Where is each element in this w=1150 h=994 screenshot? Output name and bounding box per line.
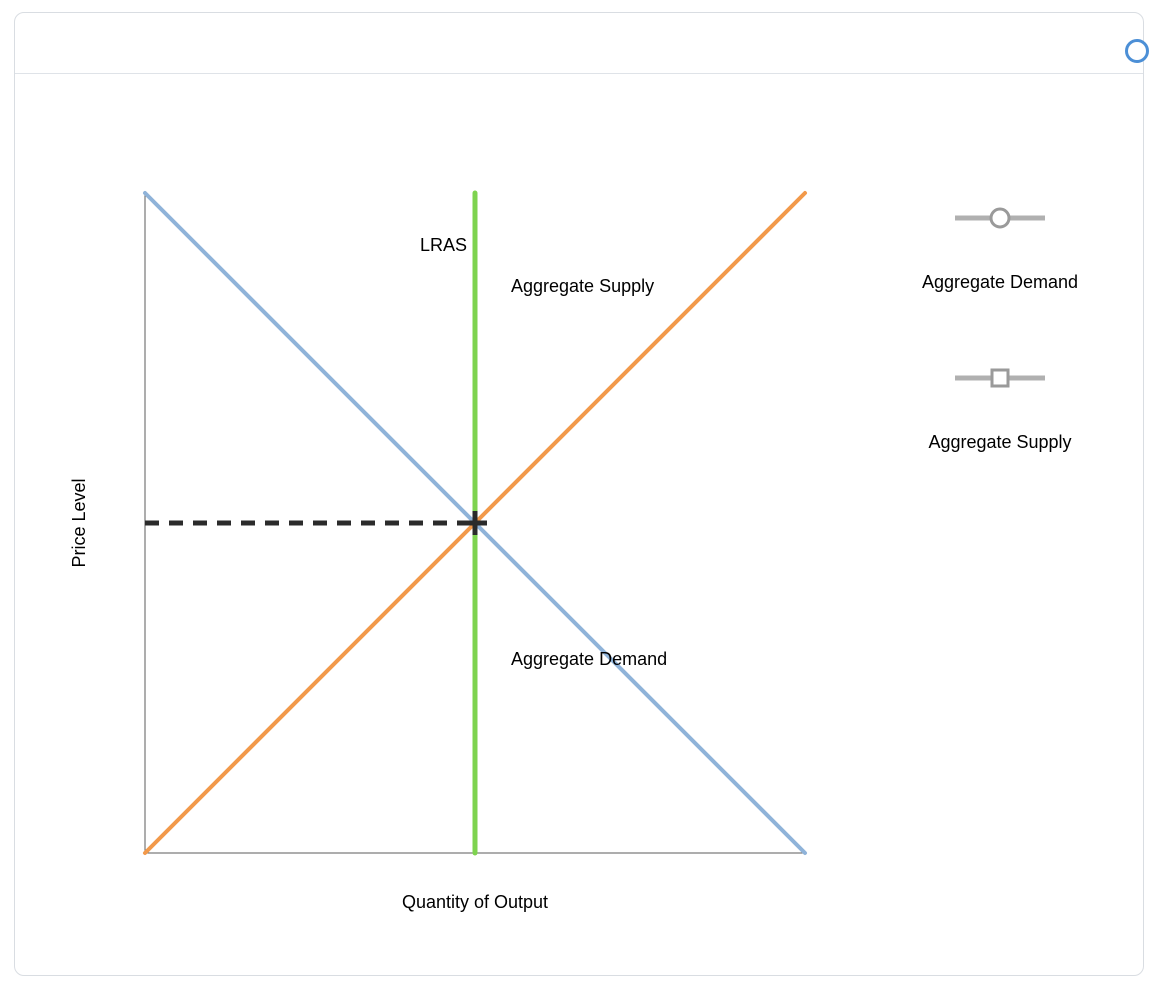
chart-panel: LRAS Aggregate Supply Aggregate Demand Quan… (14, 12, 1144, 976)
info-icon[interactable] (1125, 39, 1149, 63)
lras-label: LRAS (420, 235, 467, 255)
legend-handle-circle[interactable] (991, 209, 1009, 227)
chart-svg: LRAS Aggregate Supply Aggregate Demand Quan… (15, 73, 1145, 973)
legend-label: Aggregate Demand (922, 272, 1078, 292)
panel-header (15, 13, 1143, 74)
aggregate-supply-label: Aggregate Supply (511, 276, 654, 296)
x-axis-label: Quantity of Output (402, 892, 548, 912)
y-axis-label: Price Level (69, 478, 89, 567)
legend-handle-square[interactable] (992, 370, 1008, 386)
aggregate-demand-label: Aggregate Demand (511, 649, 667, 669)
chart-content: LRAS Aggregate Supply Aggregate Demand Quan… (15, 73, 1143, 975)
legend-label: Aggregate Supply (928, 432, 1071, 452)
